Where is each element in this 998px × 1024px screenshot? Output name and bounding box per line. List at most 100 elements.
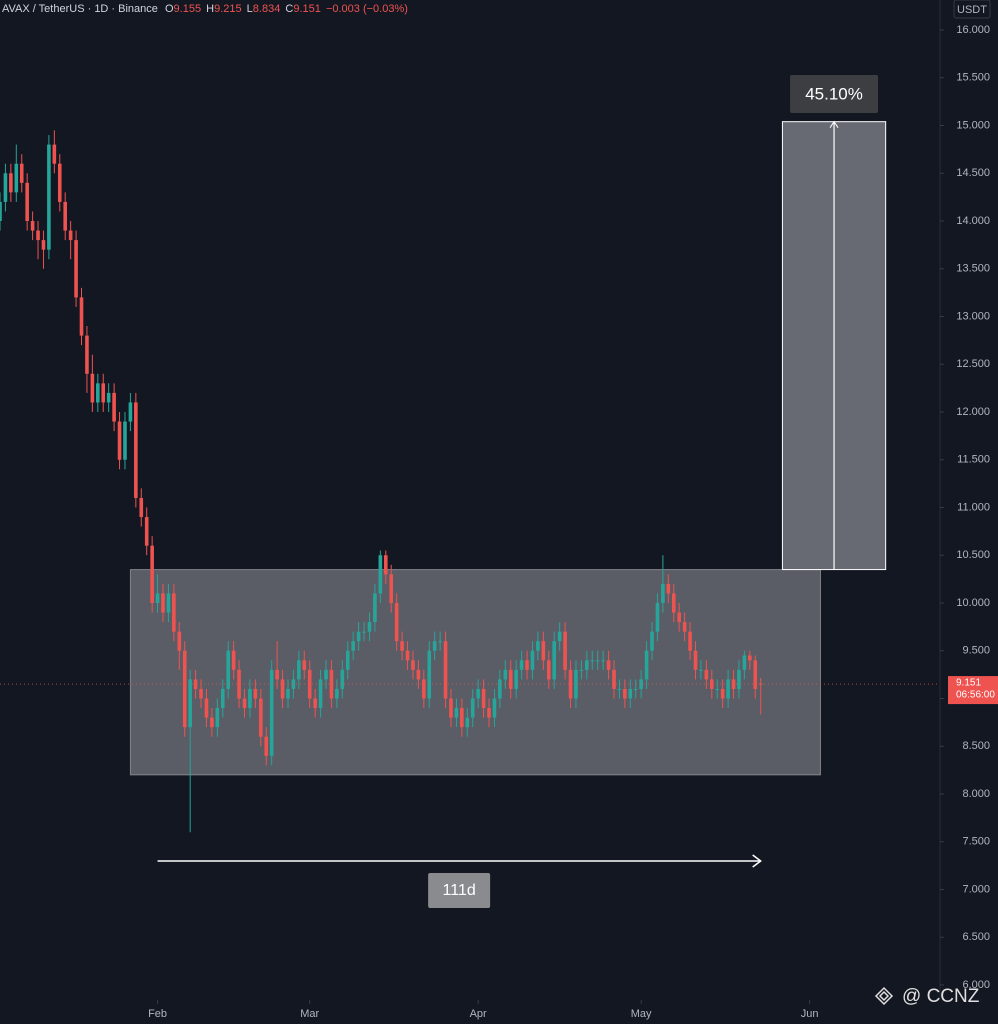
candle-body [666,583,671,594]
y-tick-label: 8.000 [962,788,990,800]
candle-body [639,679,643,689]
candle-body [52,144,57,164]
symbol: AVAX / TetherUS · 1D · Binance [2,3,158,15]
open-value: 9.155 [174,3,202,15]
low-value: 8.834 [253,3,281,15]
candle-body [286,688,290,699]
date-range-label-box [428,873,491,908]
candle-body [536,641,540,651]
header: AVAX / TetherUS · 1D · Binance O9.155 H9… [2,3,408,15]
candle-body [30,221,35,231]
candle-body [324,669,328,680]
candle-body [106,392,111,403]
prefix: O [165,3,174,15]
y-tick-label: 11.000 [957,501,990,513]
candle-body [633,688,638,690]
candle-body [748,655,752,661]
candle-body [85,335,89,374]
candle-body [677,612,681,623]
candle-body [25,182,29,221]
candle-body [753,660,758,689]
candle-body [389,574,394,603]
y-tick-label: 15.500 [956,72,990,84]
candle-body [628,688,633,699]
candle-body [302,660,307,670]
candle-body [454,708,459,718]
candle-body [96,383,100,403]
watermark-logo [874,986,894,1006]
candle-body [432,641,437,651]
close-value: 9.151 [293,3,321,15]
high-value: 9.215 [214,3,242,15]
price-tag-countdown: 06:56:00 [956,690,995,701]
candle-body [19,163,24,183]
candle-body [601,660,605,662]
candle-body [498,679,502,699]
x-tick-label: Mar [300,1008,319,1020]
candle-body [161,593,165,613]
candle-body [63,201,68,231]
y-tick-label: 14.000 [956,215,990,227]
prefix: C [285,3,293,15]
candle-body [367,622,372,632]
candle-body [318,679,323,709]
candle-body [427,650,432,699]
x-tick-label: Jun [801,1008,819,1020]
candle-body [487,708,491,718]
candle-body [182,650,187,728]
candle-body [704,669,709,680]
candle-body [134,402,138,498]
candle-body [259,698,263,737]
candle-body [563,631,567,670]
candle-body [335,688,339,699]
candle-body [612,669,616,689]
change: −0.003 (−0.03%) [326,3,408,15]
date-range-label: 111d [443,882,476,899]
candle-body [291,679,296,689]
candle-body [460,708,464,728]
candle-body [742,655,747,670]
candle-body [400,641,404,651]
candle-body [579,669,584,671]
candle-body [307,669,312,699]
candle-body [345,650,350,670]
price-tag [948,676,998,705]
candle-body [220,688,225,709]
candle-body [166,593,171,613]
candle-body [313,698,317,709]
candle-body [57,163,62,202]
candle-body [150,545,154,603]
candle-body [726,679,730,699]
candle-body [383,555,388,575]
candle-body [378,555,383,594]
candle-body [155,593,160,603]
candle-body [253,688,258,699]
candle-body [351,641,355,651]
y-tick-label: 8.500 [962,740,990,752]
candle-body [199,688,203,699]
candle-body [731,679,736,689]
candle-body [699,669,703,671]
candle-body [172,593,176,632]
candle-body [492,698,497,718]
candle-body [356,631,361,642]
candle-body [508,669,513,689]
candle-body [519,660,524,670]
candle-body [144,517,149,546]
candle-body [585,660,589,670]
candle-body [568,669,573,699]
candle-body [3,173,8,202]
candle-body [36,230,40,241]
candle-body [541,641,546,661]
candle-body [525,660,529,670]
candle-body [14,163,19,193]
candle-body [0,201,2,221]
candle-body [47,144,51,250]
y-tick-label: 16.000 [956,24,990,36]
candle-body [231,650,236,670]
y-tick-label: 9.500 [962,645,990,657]
candle-body [237,669,241,699]
candle-body [9,173,13,193]
candle-body [438,641,442,643]
candle-body [574,669,578,699]
